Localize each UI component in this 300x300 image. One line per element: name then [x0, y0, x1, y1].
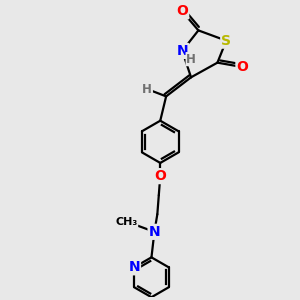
Text: O: O [154, 169, 166, 183]
Text: N: N [148, 225, 160, 239]
Text: H: H [142, 82, 152, 95]
Text: O: O [236, 60, 248, 74]
Text: S: S [221, 34, 231, 48]
Text: N: N [128, 260, 140, 274]
Text: N: N [176, 44, 188, 58]
Text: H: H [186, 52, 196, 66]
Text: O: O [176, 4, 188, 18]
Text: CH₃: CH₃ [116, 217, 138, 226]
